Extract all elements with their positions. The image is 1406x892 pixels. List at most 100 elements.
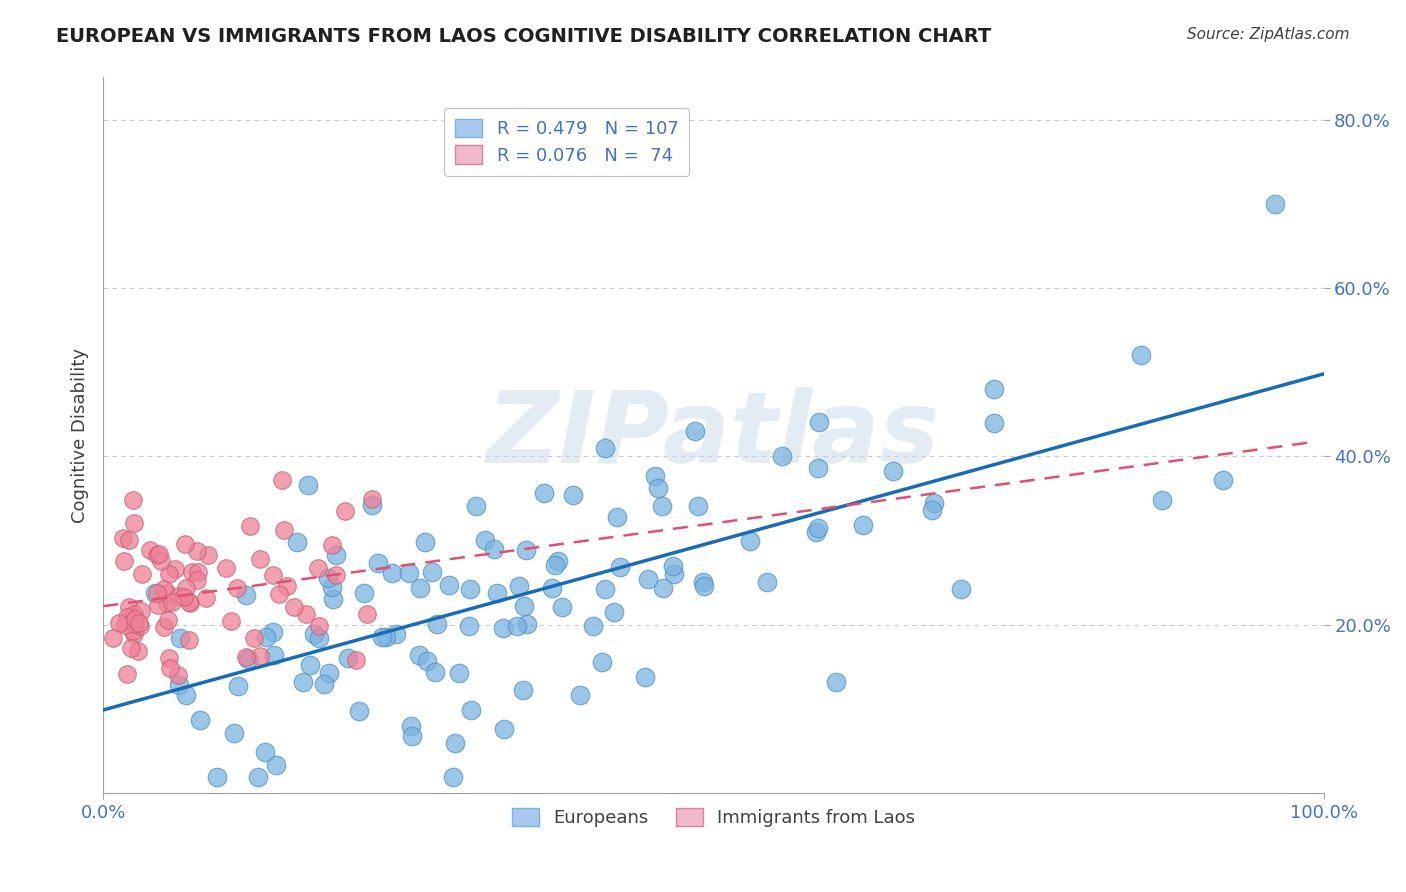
Immigrants from Laos <box>360 491 382 506</box>
Europeans <box>603 606 626 620</box>
Europeans <box>644 468 666 483</box>
Europeans <box>637 572 659 586</box>
Immigrants from Laos <box>174 581 197 595</box>
Europeans <box>420 566 443 580</box>
Europeans <box>515 542 537 557</box>
Immigrants from Laos <box>249 552 271 566</box>
Europeans <box>1212 473 1234 487</box>
Immigrants from Laos <box>177 595 200 609</box>
Europeans <box>460 702 482 716</box>
Europeans <box>485 586 508 600</box>
Immigrants from Laos <box>111 532 134 546</box>
Europeans <box>416 654 439 668</box>
Immigrants from Laos <box>166 668 188 682</box>
Immigrants from Laos <box>122 607 145 621</box>
Immigrants from Laos <box>295 607 318 621</box>
Europeans <box>804 524 827 539</box>
Immigrants from Laos <box>226 581 249 595</box>
Europeans <box>292 675 315 690</box>
Europeans <box>375 630 398 644</box>
Europeans <box>662 559 685 574</box>
Europeans <box>308 632 330 646</box>
Immigrants from Laos <box>239 519 262 533</box>
Immigrants from Laos <box>124 612 146 626</box>
Europeans <box>254 630 277 644</box>
Europeans <box>439 578 461 592</box>
Europeans <box>426 617 449 632</box>
Europeans <box>824 675 846 690</box>
Immigrants from Laos <box>118 600 141 615</box>
Europeans <box>408 648 430 662</box>
Europeans <box>408 581 430 595</box>
Europeans <box>297 478 319 492</box>
Immigrants from Laos <box>262 568 284 582</box>
Europeans <box>1152 493 1174 508</box>
Europeans <box>808 416 831 430</box>
Europeans <box>582 619 605 633</box>
Immigrants from Laos <box>181 565 204 579</box>
Europeans <box>593 582 616 597</box>
Europeans <box>662 567 685 582</box>
Europeans <box>322 592 344 607</box>
Europeans <box>349 704 371 718</box>
Europeans <box>401 729 423 743</box>
Europeans <box>544 558 567 573</box>
Europeans <box>685 424 707 438</box>
Europeans <box>492 621 515 635</box>
Immigrants from Laos <box>186 544 208 558</box>
Europeans <box>235 588 257 602</box>
Europeans <box>413 535 436 549</box>
Europeans <box>226 679 249 693</box>
Immigrants from Laos <box>160 595 183 609</box>
Europeans <box>882 464 904 478</box>
Europeans <box>143 585 166 599</box>
Immigrants from Laos <box>159 566 181 581</box>
Immigrants from Laos <box>219 615 242 629</box>
Europeans <box>652 581 675 595</box>
Immigrants from Laos <box>112 554 135 568</box>
Immigrants from Laos <box>153 582 176 596</box>
Europeans <box>692 574 714 589</box>
Immigrants from Laos <box>155 586 177 600</box>
Immigrants from Laos <box>174 537 197 551</box>
Legend: Europeans, Immigrants from Laos: Europeans, Immigrants from Laos <box>505 801 922 834</box>
Europeans <box>647 481 669 495</box>
Immigrants from Laos <box>356 607 378 622</box>
Y-axis label: Cognitive Disability: Cognitive Disability <box>72 348 89 523</box>
Europeans <box>634 670 657 684</box>
Europeans <box>188 714 211 728</box>
Europeans <box>921 503 943 517</box>
Europeans <box>651 500 673 514</box>
Europeans <box>298 657 321 672</box>
Europeans <box>361 499 384 513</box>
Immigrants from Laos <box>128 615 150 630</box>
Europeans <box>384 626 406 640</box>
Immigrants from Laos <box>173 590 195 604</box>
Europeans <box>371 630 394 644</box>
Europeans <box>304 627 326 641</box>
Immigrants from Laos <box>156 596 179 610</box>
Europeans <box>516 616 538 631</box>
Immigrants from Laos <box>169 589 191 603</box>
Europeans <box>983 382 1005 396</box>
Europeans <box>205 770 228 784</box>
Europeans <box>474 533 496 547</box>
Europeans <box>318 665 340 680</box>
Europeans <box>482 541 505 556</box>
Europeans <box>1129 348 1152 362</box>
Europeans <box>325 548 347 562</box>
Immigrants from Laos <box>138 543 160 558</box>
Immigrants from Laos <box>344 653 367 667</box>
Europeans <box>444 736 467 750</box>
Immigrants from Laos <box>124 616 146 631</box>
Europeans <box>449 666 471 681</box>
Europeans <box>609 559 631 574</box>
Europeans <box>770 449 793 463</box>
Immigrants from Laos <box>150 554 173 568</box>
Europeans <box>262 624 284 639</box>
Europeans <box>508 579 530 593</box>
Europeans <box>285 534 308 549</box>
Immigrants from Laos <box>117 533 139 547</box>
Europeans <box>169 631 191 645</box>
Immigrants from Laos <box>333 504 356 518</box>
